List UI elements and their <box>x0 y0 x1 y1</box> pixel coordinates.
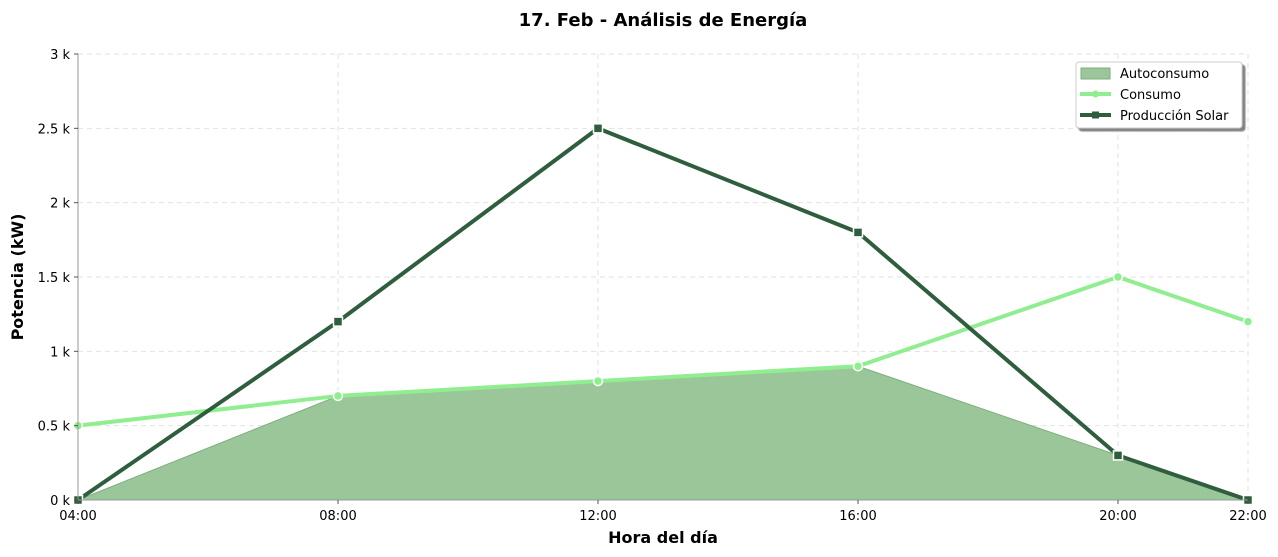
point-consumo <box>852 360 864 372</box>
axes <box>74 53 1249 504</box>
point-producci-n-solar <box>592 123 604 134</box>
point-consumo <box>332 390 344 402</box>
series-line-consumo <box>77 275 1249 428</box>
x-axis-label: Hora del día <box>608 528 718 547</box>
legend-box <box>1075 61 1243 129</box>
x-tick-label: 20:00 <box>1099 509 1136 524</box>
y-tick-labels: 0 k 0.5 k 1 k 1.5 k 2 k 2.5 k 3 k <box>38 48 71 509</box>
y-tick-label: 1 k <box>50 345 70 360</box>
autoconsumo-area <box>77 365 1249 501</box>
point-producci-n-solar <box>332 316 344 327</box>
x-tick-label: 12:00 <box>579 509 616 524</box>
y-tick-label: 1.5 k <box>38 271 71 286</box>
y-tick-label: 3 k <box>50 48 70 63</box>
point-consumo <box>1112 271 1124 283</box>
area-autoconsumo <box>77 365 1249 501</box>
x-tick-label: 16:00 <box>839 509 876 524</box>
point-consumo <box>592 375 604 387</box>
x-tick-labels: 04:00 08:00 12:00 16:00 20:00 22:00 <box>59 509 1266 524</box>
x-tick-label: 04:00 <box>59 509 96 524</box>
point-consumo <box>1242 316 1254 327</box>
legend-swatch <box>1080 67 1111 80</box>
y-axis-label: Potencia (kW) <box>8 214 27 341</box>
legend-label: Consumo <box>1120 88 1181 103</box>
legend-marker <box>1092 111 1099 119</box>
x-tick-label: 22:00 <box>1229 509 1266 524</box>
point-producci-n-solar <box>1112 450 1124 461</box>
legend-marker <box>1092 90 1099 98</box>
legend-label: Autoconsumo <box>1120 67 1209 82</box>
series-line-producci-n-solar <box>76 126 1249 502</box>
point-producci-n-solar <box>852 227 864 238</box>
chart-title: 17. Feb - Análisis de Energía <box>519 10 808 31</box>
y-tick-label: 2.5 k <box>38 122 71 137</box>
legend-label: Producción Solar <box>1120 109 1229 124</box>
x-tick-label: 08:00 <box>319 509 356 524</box>
y-tick-label: 2 k <box>50 197 70 212</box>
legend: Autoconsumo Consumo Producción Solar <box>1075 61 1243 129</box>
y-tick-label: 0.5 k <box>38 420 71 435</box>
y-tick-label: 0 k <box>50 494 70 509</box>
